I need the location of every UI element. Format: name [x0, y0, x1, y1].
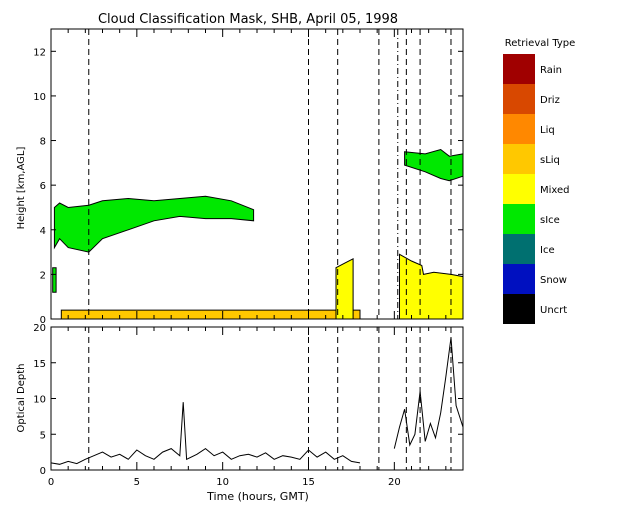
- time-tick-label-0: 0: [48, 477, 54, 488]
- legend-swatch-ice: [503, 234, 535, 264]
- chart-title: Cloud Classification Mask, SHB, April 05…: [98, 12, 398, 27]
- legend-label-sice: sIce: [540, 215, 560, 226]
- optical-depth-tick-label-2: 10: [33, 395, 46, 406]
- time-axis-label: Time (hours, GMT): [206, 490, 309, 503]
- time-tick-label-4: 20: [388, 477, 401, 488]
- legend-label-mixed: Mixed: [540, 185, 570, 196]
- legend-label-rain: Rain: [540, 65, 562, 76]
- optical-depth-tick-label-4: 20: [33, 323, 46, 334]
- optical-depth-panel: 0 5 10 15 20 0 5 10 15 20: [33, 323, 464, 488]
- optical-depth-axis-label: Optical Depth: [16, 364, 27, 433]
- optical-depth-tick-label-1: 5: [40, 430, 46, 441]
- legend-label-liq: Liq: [540, 125, 555, 136]
- legend-label-uncrt: Uncrt: [540, 305, 567, 316]
- height-tick-label-3: 6: [40, 181, 46, 192]
- legend-swatch-sliq: [503, 144, 535, 174]
- region-sliq-3: [60, 309, 361, 320]
- region-sice-0: [53, 195, 255, 253]
- cloud-mask-panel: 0 2 4 6 8 10 12: [33, 28, 464, 326]
- retrieval-type-legend: Retrieval Type Rain Driz Liq sLiq Mixed sIce I…: [503, 38, 575, 324]
- time-tick-label-1: 5: [134, 477, 140, 488]
- legend-swatch-uncrt: [503, 294, 535, 324]
- region-sice-2: [404, 148, 464, 182]
- time-tick-label-2: 10: [216, 477, 229, 488]
- optical-depth-line-late: [393, 337, 464, 449]
- region-mixed-4: [335, 257, 354, 320]
- legend-swatch-driz: [503, 84, 535, 114]
- legend-swatch-mixed: [503, 174, 535, 204]
- height-tick-label-5: 10: [33, 92, 46, 103]
- legend-swatch-sice: [503, 204, 535, 234]
- legend-label-ice: Ice: [540, 245, 555, 256]
- height-tick-label-0: 0: [40, 315, 46, 326]
- optical-depth-tick-label-0: 0: [40, 466, 46, 477]
- height-axis-label: Height [km,AGL]: [16, 147, 27, 230]
- time-tick-label-3: 15: [302, 477, 315, 488]
- height-tick-label-6: 12: [33, 47, 46, 58]
- legend-label-sliq: sLiq: [540, 155, 560, 166]
- region-sice-1: [52, 267, 57, 293]
- optical-depth-line-early: [50, 402, 361, 465]
- legend-swatch-snow: [503, 264, 535, 294]
- optical-depth-tick-label-3: 15: [33, 359, 46, 370]
- height-tick-label-2: 4: [40, 226, 46, 237]
- legend-label-driz: Driz: [540, 95, 560, 106]
- legend-swatch-rain: [503, 54, 535, 84]
- legend-swatch-liq: [503, 114, 535, 144]
- height-tick-label-1: 2: [40, 270, 46, 281]
- region-mixed-5: [399, 253, 464, 320]
- optical-depth-frame: [50, 326, 464, 471]
- legend-title: Retrieval Type: [505, 38, 576, 49]
- legend-label-snow: Snow: [540, 275, 567, 286]
- height-tick-label-4: 8: [40, 137, 46, 148]
